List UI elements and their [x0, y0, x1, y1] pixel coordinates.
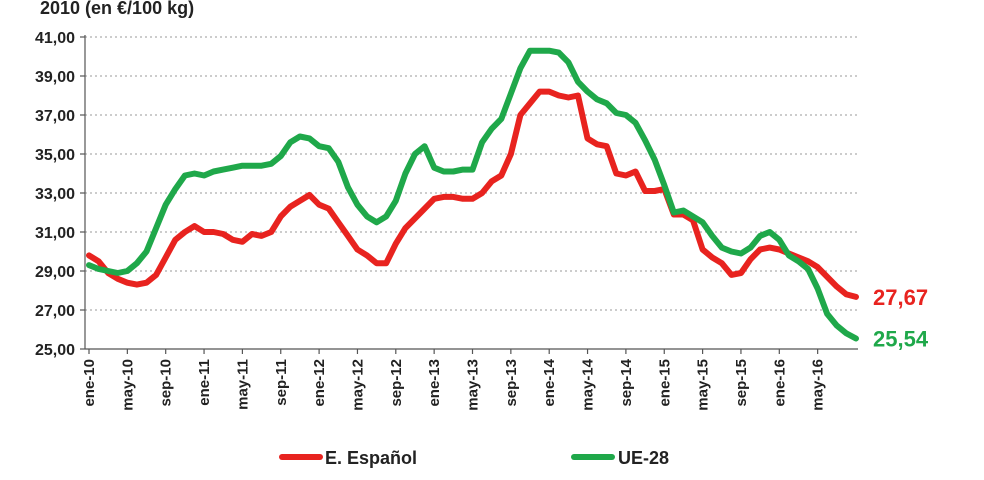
x-tick-label: ene-12: [311, 359, 328, 407]
series-end-labels: 27,67 25,54: [873, 285, 929, 352]
grid-lines: [85, 36, 858, 311]
chart-title: 2010 (en €/100 kg): [40, 0, 194, 18]
data-series: [86, 47, 859, 342]
x-tick-label: ene-11: [196, 359, 213, 406]
y-tick-label: 27,00: [35, 303, 75, 320]
y-tick-label: 25,00: [35, 342, 75, 359]
x-tick-label: sep-15: [733, 359, 750, 407]
legend: E. Español UE-28: [279, 448, 669, 468]
x-tick-label: sep-12: [388, 359, 405, 407]
x-tick-label: may-15: [695, 359, 712, 411]
y-tick-label: 39,00: [35, 69, 75, 86]
x-tick-label: ene-13: [426, 359, 443, 407]
x-tick-label: ene-14: [541, 358, 558, 406]
x-tick-label: ene-10: [81, 359, 98, 407]
x-tick-label: may-11: [234, 359, 251, 410]
y-tick-label: 37,00: [35, 108, 75, 125]
axes: [80, 35, 858, 354]
x-tick-label: ene-15: [656, 359, 673, 407]
series-line-e-espanol: [86, 88, 859, 300]
y-tick-label: 29,00: [35, 264, 75, 281]
x-tick-label: sep-14: [618, 358, 635, 406]
x-tick-label: may-10: [119, 359, 136, 411]
x-tick-label: sep-10: [158, 359, 175, 407]
y-tick-label: 31,00: [35, 225, 75, 242]
legend-label: E. Español: [325, 448, 417, 468]
x-tick-label: sep-11: [273, 359, 290, 406]
y-tick-label: 41,00: [35, 30, 75, 47]
x-tick-label: may-14: [580, 358, 597, 410]
legend-label: UE-28: [618, 448, 669, 468]
x-tick-label: may-12: [349, 359, 366, 411]
x-tick-label: sep-13: [503, 359, 520, 407]
x-tick-label: may-16: [810, 359, 827, 411]
y-tick-label: 33,00: [35, 186, 75, 203]
series-line-ue-28: [86, 47, 859, 342]
y-tick-label: 35,00: [35, 147, 75, 164]
x-axis-tick-labels: ene-10 may-10 sep-10 ene-11 may-11 sep-11 ene-…: [81, 358, 827, 410]
series-end-label: 25,54: [873, 326, 929, 351]
y-axis-tick-labels: 41,00 39,00 37,00 35,00 33,00 31,00 29,00 27,00…: [35, 30, 75, 359]
x-tick-label: may-13: [465, 359, 482, 411]
x-tick-label: ene-16: [771, 359, 788, 407]
series-end-label: 27,67: [873, 285, 928, 310]
